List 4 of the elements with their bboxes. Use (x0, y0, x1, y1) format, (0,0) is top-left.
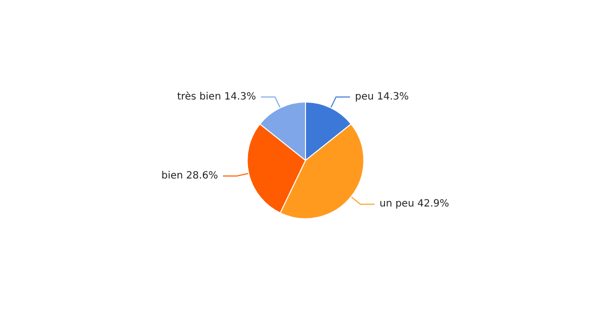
slice-label: un peu 42.9% (379, 198, 450, 210)
slice-label: peu 14.3% (355, 92, 409, 103)
slice-label: très bien 14.3% (177, 92, 256, 103)
slice-label: bien 28.6% (161, 170, 218, 182)
